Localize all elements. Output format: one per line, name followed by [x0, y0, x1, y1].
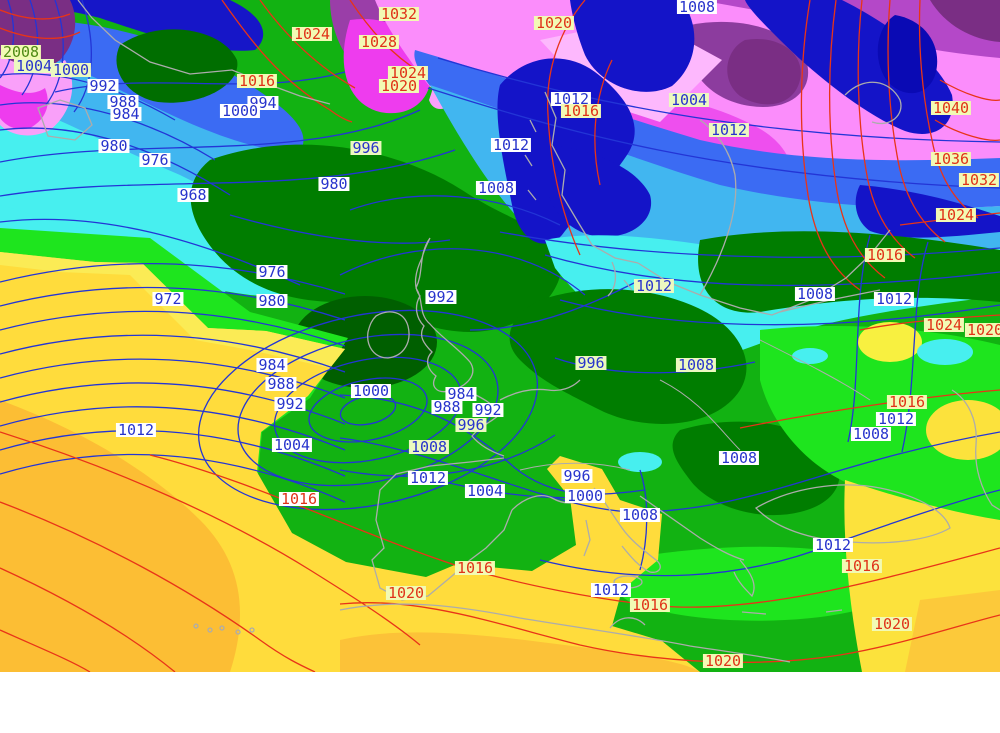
- pressure-label-984: 984: [256, 356, 288, 374]
- pressure-label-1000: 1000: [219, 102, 261, 120]
- pressure-label-1016: 1016: [886, 393, 928, 411]
- pressure-label-1036: 1036: [930, 150, 972, 168]
- pressure-label-996: 996: [455, 416, 487, 434]
- pressure-label-1004: 1004: [271, 436, 313, 454]
- pressure-label-1040: 1040: [930, 99, 972, 117]
- pressure-label-1012: 1012: [875, 410, 917, 428]
- pressure-label-1020: 1020: [964, 323, 1000, 338]
- footer: Thickness 850/1000 hPa/SLP/Height 850 hP…: [0, 672, 1000, 733]
- pressure-label-1008: 1008: [718, 449, 760, 467]
- pressure-label-1000: 1000: [350, 382, 392, 400]
- pressure-label-988: 988: [265, 375, 297, 393]
- pressure-label-1020: 1020: [871, 615, 913, 633]
- pressure-label-988: 988: [431, 398, 463, 416]
- pressure-label-1020: 1020: [378, 77, 420, 95]
- pressure-label-2008: 2008: [0, 43, 42, 61]
- pressure-label-1016: 1016: [454, 559, 496, 577]
- pressure-label-980: 980: [256, 292, 288, 310]
- pressure-label-1020: 1020: [702, 652, 744, 670]
- pressure-label-980: 980: [318, 175, 350, 193]
- pressure-label-1016: 1016: [864, 246, 906, 264]
- pressure-label-968: 968: [177, 186, 209, 204]
- pressure-label-972: 972: [152, 290, 184, 308]
- pressure-label-1012: 1012: [490, 136, 532, 154]
- pressure-label-1012: 1012: [708, 121, 750, 139]
- pressure-label-1032: 1032: [958, 171, 1000, 189]
- pressure-label-1008: 1008: [675, 356, 717, 374]
- pressure-label-1008: 1008: [408, 438, 450, 456]
- pressure-label-992: 992: [274, 395, 306, 413]
- pressure-label-1004: 1004: [464, 482, 506, 500]
- pressure-label-1004: 1004: [13, 57, 55, 75]
- pressure-label-1016: 1016: [278, 490, 320, 508]
- pressure-label-996: 996: [561, 467, 593, 485]
- pressure-label-1016: 1016: [560, 102, 602, 120]
- pressure-label-976: 976: [256, 263, 288, 281]
- pressure-label-1000: 1000: [50, 61, 92, 79]
- weather-map-canvas: 2008 1004 1000 992 988 984 980 976 968 980 1024 101…: [0, 0, 1000, 672]
- pressure-label-1008: 1008: [619, 506, 661, 524]
- pressure-label-1012: 1012: [633, 277, 675, 295]
- pressure-label-976: 976: [139, 151, 171, 169]
- pressure-label-1012: 1012: [115, 421, 157, 439]
- pressure-label-1012: 1012: [812, 536, 854, 554]
- pressure-label-1008: 1008: [850, 425, 892, 443]
- pressure-label-1024: 1024: [387, 64, 429, 82]
- pressure-label-984: 984: [445, 385, 477, 403]
- pressure-label-1024: 1024: [935, 206, 977, 224]
- pressure-label-1012: 1012: [873, 290, 915, 308]
- pressure-label-1024: 1024: [923, 316, 965, 334]
- pressure-label-1028: 1028: [358, 33, 400, 51]
- pressure-label-1008: 1008: [676, 0, 718, 16]
- pressure-label-992: 992: [425, 288, 457, 306]
- pressure-label-1020: 1020: [533, 14, 575, 32]
- pressure-label-996: 996: [575, 354, 607, 372]
- pressure-label-1000: 1000: [564, 487, 606, 505]
- pressure-label-1016: 1016: [629, 596, 671, 614]
- pressure-label-992: 992: [472, 401, 504, 419]
- pressure-label-1032: 1032: [378, 5, 420, 23]
- pressure-label-1020: 1020: [385, 584, 427, 602]
- pressure-label-996: 996: [350, 139, 382, 157]
- pressure-label-1008: 1008: [794, 285, 836, 303]
- pressure-label-1012: 1012: [407, 469, 449, 487]
- pressure-label-1024: 1024: [291, 25, 333, 43]
- pressure-label-988: 988: [107, 93, 139, 111]
- pressure-label-1016: 1016: [841, 557, 883, 575]
- pressure-label-1012: 1012: [550, 90, 592, 108]
- pressure-label-1008: 1008: [475, 179, 517, 197]
- pressure-label-992: 992: [87, 77, 119, 95]
- pressure-label-980: 980: [98, 137, 130, 155]
- pressure-label-984: 984: [110, 105, 142, 123]
- pressure-label-1016: 1016: [236, 72, 278, 90]
- pressure-label-1004: 1004: [668, 91, 710, 109]
- pressure-label-1012: 1012: [590, 581, 632, 599]
